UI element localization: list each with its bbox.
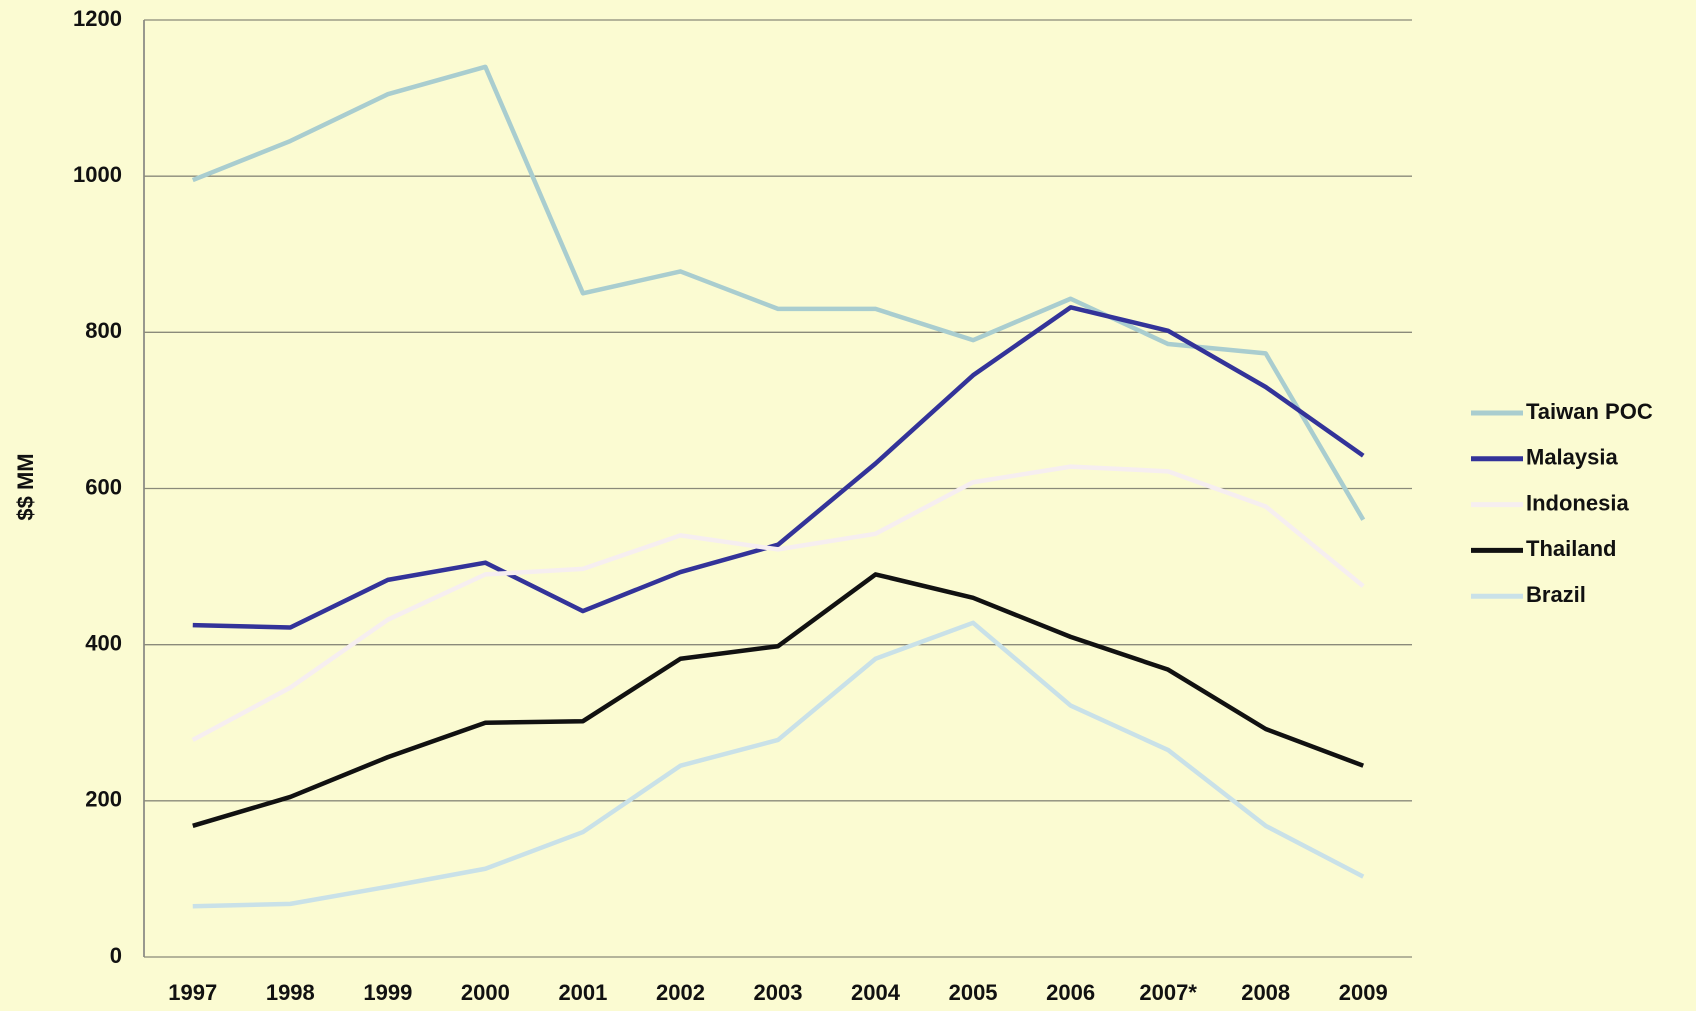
x-tick-label: 1997 bbox=[168, 980, 217, 1005]
x-tick-label: 2000 bbox=[461, 980, 510, 1005]
x-tick-label: 2001 bbox=[558, 980, 607, 1005]
x-tick-label: 1999 bbox=[363, 980, 412, 1005]
y-tick-label: 600 bbox=[85, 474, 122, 499]
x-tick-label: 1998 bbox=[266, 980, 315, 1005]
y-axis-label: $$ MM bbox=[13, 453, 38, 520]
y-tick-label: 800 bbox=[85, 318, 122, 343]
x-tick-label: 2002 bbox=[656, 980, 705, 1005]
series-line bbox=[192, 620, 1365, 909]
x-tick-label: 2003 bbox=[754, 980, 803, 1005]
series-line bbox=[191, 64, 1366, 521]
y-tick-label: 1200 bbox=[73, 6, 122, 31]
x-tick-label: 2006 bbox=[1046, 980, 1095, 1005]
y-tick-label: 200 bbox=[85, 787, 122, 812]
legend-label: Thailand bbox=[1526, 536, 1616, 561]
legend-label: Brazil bbox=[1526, 582, 1586, 607]
x-tick-label: 2005 bbox=[949, 980, 998, 1005]
series-line bbox=[192, 305, 1365, 630]
legend-label: Taiwan POC bbox=[1526, 399, 1653, 424]
y-tick-label: 1000 bbox=[73, 162, 122, 187]
series-line bbox=[192, 572, 1365, 828]
series-line bbox=[191, 464, 1365, 742]
x-tick-label: 2008 bbox=[1241, 980, 1290, 1005]
y-tick-label: 400 bbox=[85, 630, 122, 655]
x-tick-label: 2009 bbox=[1339, 980, 1388, 1005]
legend-label: Malaysia bbox=[1526, 445, 1618, 470]
y-tick-label: 0 bbox=[110, 943, 122, 968]
legend-label: Indonesia bbox=[1526, 490, 1629, 515]
x-tick-label: 2004 bbox=[851, 980, 901, 1005]
x-tick-label: 2007* bbox=[1139, 980, 1197, 1005]
